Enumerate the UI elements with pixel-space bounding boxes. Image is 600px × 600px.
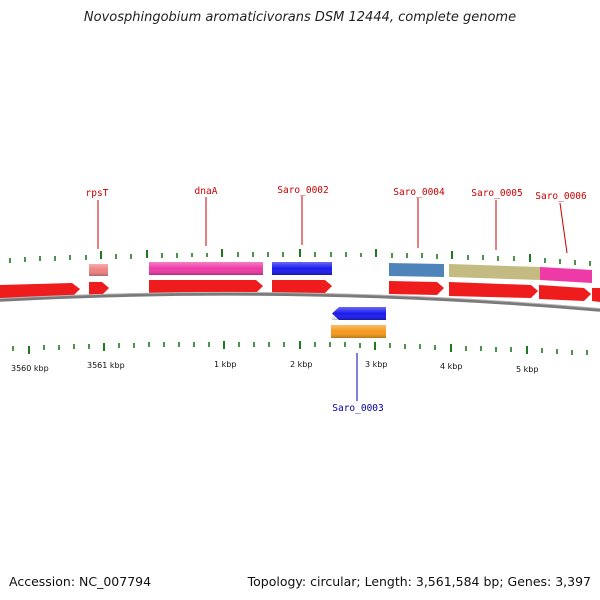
cds-arrow-saro-0004[interactable] <box>389 281 444 295</box>
scale-label: 2 kbp <box>290 360 312 369</box>
feature-bar-saro-0006[interactable] <box>540 267 592 283</box>
gene-label-saro-0002[interactable]: Saro_0002 <box>277 185 328 196</box>
gene-labels: rpsT dnaA Saro_0002 Saro_0004 Saro_0005 … <box>86 185 587 414</box>
gene-label-saro-0003[interactable]: Saro_0003 <box>332 403 383 414</box>
feature-bar-saro-0004[interactable] <box>389 263 444 277</box>
scale-label: 1 kbp <box>214 360 236 369</box>
lower-tick-row <box>12 341 588 355</box>
gene-label-saro-0005[interactable]: Saro_0005 <box>471 188 522 199</box>
scale-label: 3 kbp <box>365 360 387 369</box>
cds-arrow[interactable] <box>0 283 80 299</box>
gene-label-leaders <box>97 196 568 401</box>
cds-arrow-partial[interactable] <box>592 288 600 302</box>
scale-label: 3561 kbp <box>87 361 125 370</box>
gene-label-dnaA[interactable]: dnaA <box>195 186 218 197</box>
cds-arrow-saro-0006[interactable] <box>539 285 591 301</box>
scale-label: 4 kbp <box>440 362 462 371</box>
gene-label-saro-0004[interactable]: Saro_0004 <box>393 187 445 198</box>
map-title: Novosphingobium aromaticivorans DSM 1244… <box>83 10 517 25</box>
feature-bar-saro-0005[interactable] <box>449 264 540 280</box>
forward-strand-cds <box>0 280 600 302</box>
reverse-strand-cds <box>331 307 386 338</box>
genome-summary-text: Topology: circular; Length: 3,561,584 bp… <box>247 574 591 589</box>
scale-label: 5 kbp <box>516 365 538 374</box>
accession-text: Accession: NC_007794 <box>9 574 152 589</box>
scale-label: 3560 kbp <box>11 364 49 373</box>
cds-arrow-rpsT[interactable] <box>89 282 109 295</box>
gene-label-saro-0006[interactable]: Saro_0006 <box>535 191 587 202</box>
gene-label-rpsT[interactable]: rpsT <box>86 188 109 199</box>
cds-arrow-saro-0002[interactable] <box>272 280 332 293</box>
upper-tick-row <box>9 249 591 266</box>
cds-arrow-saro-0005[interactable] <box>449 282 538 298</box>
scale-labels: 3560 kbp 3561 kbp 1 kbp 2 kbp 3 kbp 4 kb… <box>11 360 538 374</box>
feature-track <box>89 262 592 283</box>
genome-backbone <box>0 292 600 312</box>
cds-arrow-dnaA[interactable] <box>149 280 263 293</box>
